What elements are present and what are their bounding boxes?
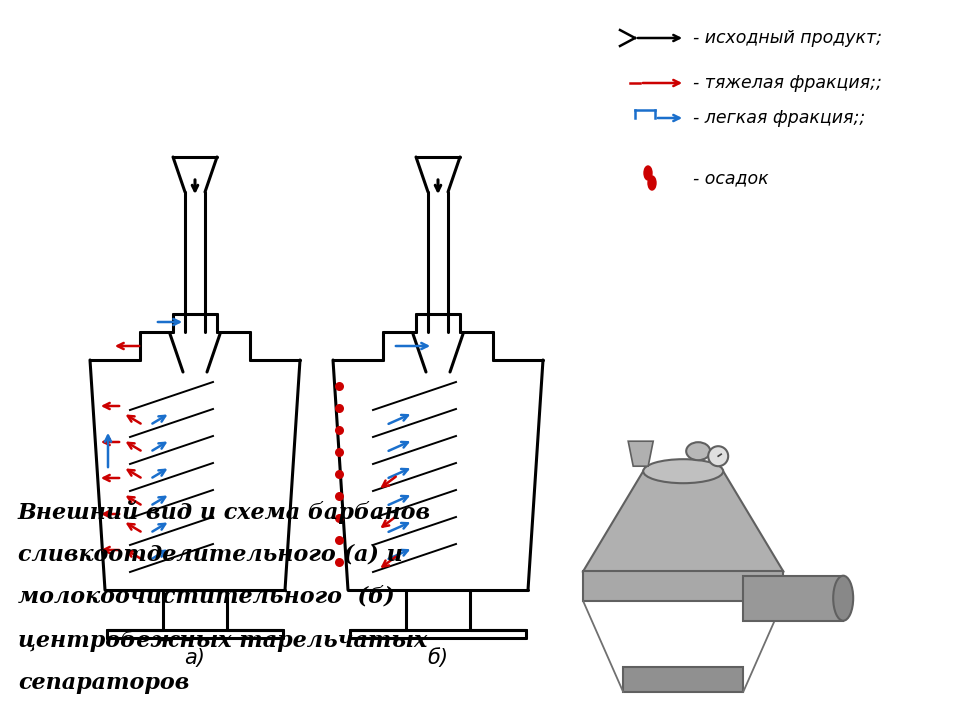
Text: а): а) <box>184 648 205 668</box>
Text: - легкая фракция;;: - легкая фракция;; <box>693 109 865 127</box>
Ellipse shape <box>644 166 652 180</box>
Ellipse shape <box>643 459 723 483</box>
Text: - тяжелая фракция;;: - тяжелая фракция;; <box>693 74 882 92</box>
Bar <box>743 576 843 621</box>
Bar <box>583 571 783 601</box>
Text: молокоочистительного  (б): молокоочистительного (б) <box>18 586 395 608</box>
Text: сливкоотделительного (а) и: сливкоотделительного (а) и <box>18 543 403 565</box>
Text: б): б) <box>427 648 448 668</box>
Text: - осадок: - осадок <box>693 169 769 187</box>
Text: центробежных тарельчатых: центробежных тарельчатых <box>18 629 427 652</box>
Polygon shape <box>583 471 783 571</box>
Ellipse shape <box>686 442 710 460</box>
Circle shape <box>708 446 729 467</box>
Text: Внешний вид и схема барбанов: Внешний вид и схема барбанов <box>18 500 431 523</box>
Text: - исходный продукт;: - исходный продукт; <box>693 29 882 47</box>
Ellipse shape <box>648 176 656 190</box>
Text: сепараторов: сепараторов <box>18 672 189 694</box>
Bar <box>623 667 743 692</box>
Ellipse shape <box>833 576 853 621</box>
Polygon shape <box>628 441 653 467</box>
